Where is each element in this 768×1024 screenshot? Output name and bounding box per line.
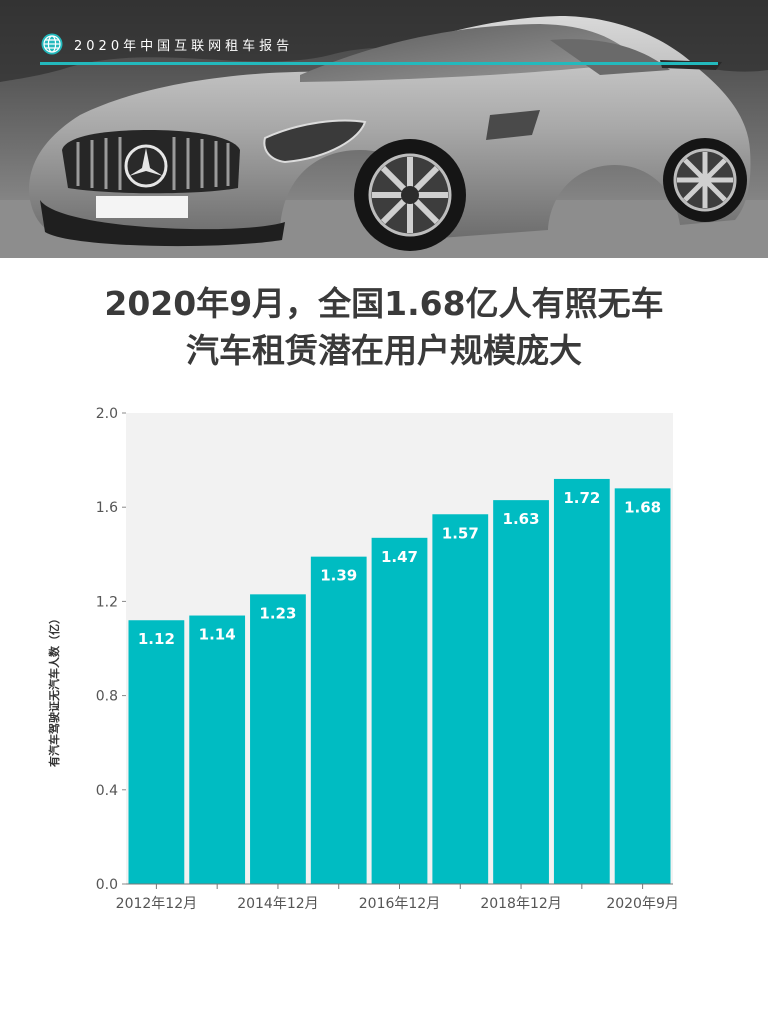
bar-chart: 0.0 0.4 0.8 1.2 1.6 2.0 1.12 1.14 1.23 1.39 1.47 1.… [96,406,679,912]
bar [128,620,185,884]
bar-data-label: 1.47 [381,548,418,566]
globe-icon [41,33,63,55]
x-tick-label: 2016年12月 [359,896,440,912]
bar [493,500,549,884]
bar [553,478,610,884]
bar-data-label: 1.68 [624,498,661,516]
report-brand: 2020年中国互联网租车报告 [40,30,293,58]
bar-data-label: 1.39 [320,567,357,585]
bar-data-label: 1.14 [199,626,236,644]
bar [310,556,367,884]
headline-line-1: 2020年9月，全国1.68亿人有照无车 [104,284,664,323]
accent-divider [40,62,718,65]
x-tick-label: 2018年12月 [480,896,561,912]
headline-line-2: 汽车租赁潜在用户规模庞大 [186,331,582,370]
headline: 2020年9月，全国1.68亿人有照无车 汽车租赁潜在用户规模庞大 [0,280,768,374]
x-tick-label: 2014年12月 [237,896,318,912]
x-tick-label: 2020年9月 [606,896,679,912]
report-title: 2020年中国互联网租车报告 [74,38,294,54]
bar-data-label: 1.63 [503,510,540,528]
bar-data-label: 1.23 [259,604,296,622]
y-tick-label: 1.2 [96,594,118,610]
bar [432,514,489,884]
y-tick-label: 0.8 [96,689,118,705]
bar-data-label: 1.72 [563,489,600,507]
car-photo [0,0,768,258]
y-tick-label: 0.4 [96,783,118,799]
bar-data-label: 1.12 [138,630,175,648]
x-tick-label: 2012年12月 [116,896,197,912]
bar [614,488,671,884]
bar [189,615,246,884]
bar-data-label: 1.57 [442,524,479,542]
hero-banner: 2020年中国互联网租车报告 [0,0,768,258]
bar [371,537,428,884]
bar [250,594,306,884]
y-tick-label: 2.0 [96,406,118,422]
y-tick-label: 1.6 [96,500,118,516]
y-tick-label: 0.0 [96,877,118,893]
